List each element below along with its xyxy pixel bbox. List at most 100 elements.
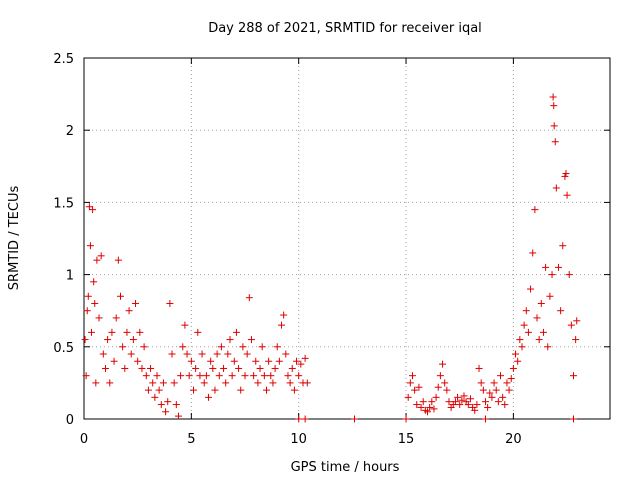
data-point (84, 292, 92, 300)
data-point (110, 357, 118, 365)
data-point (192, 364, 200, 372)
data-point (524, 328, 532, 336)
data-point (239, 343, 247, 351)
data-point (503, 379, 511, 387)
data-point (254, 379, 262, 387)
data-point (198, 350, 206, 358)
data-point (174, 412, 182, 420)
data-point (170, 379, 178, 387)
data-point (411, 386, 419, 394)
y-tick-label: 2 (66, 124, 74, 139)
data-point (232, 328, 240, 336)
data-point (531, 206, 539, 214)
data-point (88, 328, 96, 336)
data-point (441, 379, 449, 387)
data-point (402, 415, 410, 423)
data-point (157, 401, 165, 409)
data-point (205, 393, 213, 401)
data-point (123, 328, 131, 336)
data-point (542, 263, 550, 271)
data-point (149, 379, 157, 387)
data-point (142, 372, 150, 380)
data-point (269, 379, 277, 387)
data-point (351, 415, 359, 423)
data-point (557, 307, 565, 315)
data-point (235, 364, 243, 372)
data-point (518, 343, 526, 351)
axis-ticks: 0 0.5 1 1.5 2 2.5 0 5 10 15 20 (53, 52, 610, 447)
data-point (424, 408, 432, 416)
plot-frame (83, 57, 611, 420)
data-point (247, 336, 255, 344)
data-point (419, 398, 427, 406)
data-point (451, 398, 459, 406)
data-point (121, 364, 129, 372)
data-point (97, 252, 105, 260)
data-point (132, 299, 140, 307)
data-points (81, 93, 581, 423)
data-point (237, 386, 245, 394)
data-point (282, 350, 290, 358)
data-point (533, 314, 541, 322)
data-point (155, 386, 163, 394)
data-point (243, 350, 251, 358)
data-point (241, 372, 249, 380)
data-point (177, 372, 185, 380)
data-point (539, 328, 547, 336)
data-point (85, 203, 93, 211)
data-point (82, 372, 90, 380)
data-point (196, 372, 204, 380)
data-point (286, 379, 294, 387)
data-point (415, 383, 423, 391)
data-point (481, 415, 489, 423)
data-point (83, 307, 91, 315)
data-point (492, 386, 500, 394)
data-point (220, 364, 228, 372)
data-point (520, 321, 528, 329)
data-point (466, 395, 474, 403)
data-point (116, 292, 124, 300)
data-point (127, 350, 135, 358)
data-point (136, 328, 144, 336)
data-point (108, 328, 116, 336)
data-point (486, 389, 494, 397)
data-point (90, 278, 98, 286)
data-point (217, 343, 225, 351)
x-tick-label: 15 (398, 432, 415, 447)
data-point (151, 393, 159, 401)
data-point (168, 350, 176, 358)
data-point (565, 271, 573, 279)
data-point (106, 379, 114, 387)
data-point (301, 354, 309, 362)
data-point (490, 379, 498, 387)
data-point (271, 364, 279, 372)
data-point (537, 299, 545, 307)
data-point (561, 172, 569, 180)
data-point (430, 405, 438, 413)
data-point (252, 357, 260, 365)
data-point (552, 184, 560, 192)
data-point (454, 393, 462, 401)
data-point (559, 242, 567, 250)
data-point (153, 372, 161, 380)
data-point (443, 386, 451, 394)
data-point (119, 343, 127, 351)
data-point (101, 364, 109, 372)
data-point (224, 350, 232, 358)
data-point (267, 372, 275, 380)
data-point (434, 383, 442, 391)
data-point (200, 379, 208, 387)
data-point (436, 372, 444, 380)
data-point (207, 357, 215, 365)
data-point (563, 191, 571, 199)
data-point (215, 372, 223, 380)
data-point (166, 299, 174, 307)
data-point (209, 364, 217, 372)
data-point (250, 372, 258, 380)
data-point (527, 285, 535, 293)
data-point (99, 350, 107, 358)
data-point (567, 321, 575, 329)
data-point (258, 343, 266, 351)
data-point (512, 350, 520, 358)
data-point (81, 336, 89, 344)
